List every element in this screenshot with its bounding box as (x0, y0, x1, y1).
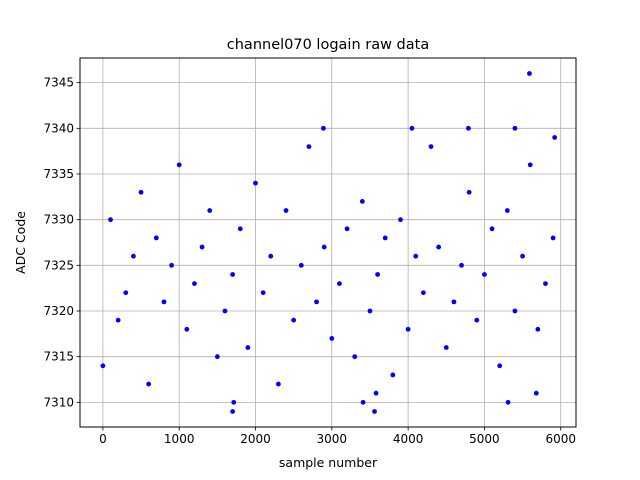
data-point (306, 144, 312, 149)
data-point (443, 345, 449, 350)
data-point (329, 336, 335, 341)
x-tick-label: 3000 (317, 432, 348, 446)
data-point (230, 272, 236, 277)
y-tick-label: 7340 (43, 121, 74, 135)
data-point-outlier (372, 409, 377, 414)
data-point-outlier (373, 390, 379, 396)
data-point (398, 217, 403, 223)
data-point (237, 226, 243, 232)
x-axis-label: sample number (279, 455, 378, 470)
data-point (321, 244, 327, 250)
data-point (482, 272, 487, 277)
data-point (504, 208, 510, 213)
x-tick-label: 1000 (164, 432, 195, 446)
data-points (100, 71, 558, 414)
data-point-outlier (512, 125, 518, 131)
data-point (138, 189, 144, 195)
data-point (253, 180, 258, 186)
data-point (115, 317, 121, 323)
data-point-outlier (533, 390, 539, 396)
chart-title: channel070 logain raw data (227, 37, 429, 53)
data-point (420, 290, 426, 296)
data-point (337, 281, 342, 287)
data-point (131, 253, 136, 259)
data-point (527, 162, 533, 168)
data-point (298, 262, 304, 268)
data-point (390, 372, 396, 378)
data-point (283, 208, 289, 213)
data-point (459, 262, 464, 268)
data-point (108, 217, 113, 223)
data-point (428, 144, 434, 149)
data-point (268, 253, 274, 259)
data-point-outlier (527, 71, 532, 76)
data-point (222, 308, 228, 314)
y-tick-label: 7310 (43, 395, 74, 409)
plot-frame (79, 57, 577, 428)
data-point-outlier (552, 135, 558, 140)
data-point-outlier (321, 125, 326, 131)
data-point (184, 326, 190, 332)
data-point (550, 235, 556, 241)
data-point (123, 290, 129, 296)
data-point (314, 299, 319, 305)
y-tick-label: 7315 (43, 350, 74, 364)
data-point (359, 198, 365, 204)
data-point (474, 317, 480, 323)
x-tick-label: 6000 (545, 432, 576, 446)
data-point (375, 272, 380, 277)
data-point-outlier (231, 399, 237, 405)
data-point (535, 326, 541, 332)
data-point (214, 354, 220, 360)
data-point (344, 226, 350, 232)
data-point (512, 308, 518, 314)
y-axis-ticks: 7310 7315 7320 7325 7330 7335 7340 7345 (43, 76, 80, 409)
y-tick-label: 7320 (43, 304, 74, 318)
data-point (413, 253, 419, 259)
y-tick-label: 7330 (43, 213, 74, 227)
x-tick-label: 4000 (393, 432, 424, 446)
data-point-outlier (230, 409, 236, 414)
data-point (497, 363, 503, 369)
data-point-outlier (505, 399, 511, 405)
x-tick-label: 0 (99, 432, 107, 446)
data-point (192, 281, 197, 287)
x-tick-label: 5000 (469, 432, 500, 446)
grid-lines (80, 58, 576, 427)
y-tick-label: 7325 (43, 258, 74, 272)
y-tick-label: 7345 (43, 76, 74, 90)
y-tick-label: 7335 (43, 167, 74, 181)
data-point (543, 281, 548, 287)
data-point (161, 299, 167, 305)
data-point (100, 363, 106, 369)
data-point (367, 308, 373, 314)
data-point (489, 226, 495, 232)
data-point (436, 244, 442, 250)
x-tick-label: 2000 (240, 432, 271, 446)
data-point (153, 235, 159, 241)
data-point (352, 354, 358, 360)
data-point (382, 235, 388, 241)
data-point (176, 162, 182, 168)
data-point-outlier (466, 125, 471, 131)
data-point (276, 381, 281, 387)
data-point (169, 262, 174, 268)
data-point (405, 326, 411, 332)
x-axis-ticks: 0 1000 2000 3000 4000 5000 6000 (99, 427, 576, 446)
data-point (207, 208, 213, 213)
data-point (520, 253, 525, 259)
data-point (245, 345, 251, 350)
data-point-outlier (360, 399, 366, 405)
data-point (146, 381, 152, 387)
data-point (291, 317, 297, 323)
data-point (260, 290, 266, 296)
data-point-outlier (409, 125, 415, 131)
data-point (199, 244, 205, 250)
y-axis-label: ADC Code (13, 211, 28, 274)
data-point (451, 299, 457, 305)
data-point (466, 189, 472, 195)
